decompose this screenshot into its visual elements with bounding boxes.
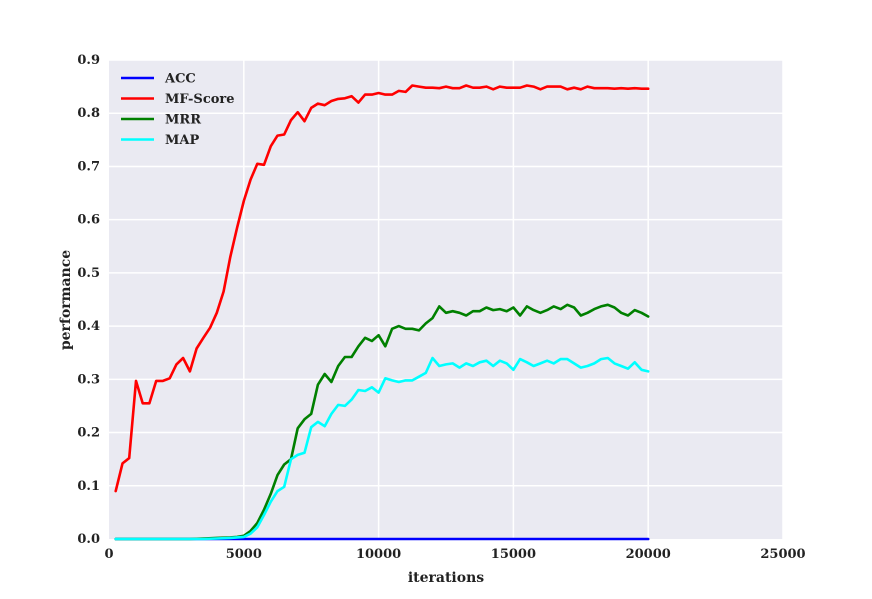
series-lines bbox=[114, 84, 650, 541]
y-tick-label: 0.4 bbox=[77, 319, 100, 334]
series-line-mrr bbox=[114, 303, 650, 541]
legend-label-map: MAP bbox=[165, 133, 199, 148]
legend-label-acc: ACC bbox=[164, 72, 196, 87]
x-tick-label: 5000 bbox=[226, 547, 262, 562]
y-axis-label: performance bbox=[58, 250, 74, 350]
plot-background bbox=[109, 60, 783, 539]
legend-label-mrr: MRR bbox=[165, 113, 201, 128]
series-line-map bbox=[114, 356, 650, 541]
x-tick-label: 0 bbox=[104, 547, 113, 562]
legend: ACC MF-Score MRR MAP bbox=[121, 72, 235, 148]
y-tick-label: 0.6 bbox=[77, 213, 100, 228]
x-tick-label: 15000 bbox=[491, 547, 536, 562]
x-tick-label: 20000 bbox=[626, 547, 671, 562]
y-tick-label: 0.3 bbox=[77, 372, 100, 387]
y-tick-label: 0.8 bbox=[77, 106, 100, 121]
y-tick-label: 0.1 bbox=[77, 479, 100, 494]
series-line-mf-score bbox=[114, 84, 650, 493]
x-tick-label: 25000 bbox=[760, 547, 805, 562]
y-tick-label: 0.9 bbox=[77, 53, 100, 68]
x-tick-label: 10000 bbox=[356, 547, 401, 562]
y-tick-labels: 0.0 0.1 0.2 0.3 0.4 0.5 0.6 0.7 0.8 0.9 bbox=[77, 53, 100, 547]
y-tick-label: 0.5 bbox=[77, 266, 100, 281]
x-tick-labels: 0 5000 10000 15000 20000 25000 bbox=[104, 547, 805, 562]
y-tick-label: 0.2 bbox=[77, 426, 100, 441]
legend-label-mf-score: MF-Score bbox=[165, 92, 235, 107]
y-tick-label: 0.0 bbox=[77, 532, 100, 547]
y-tick-label: 0.7 bbox=[77, 159, 100, 174]
x-axis-label: iterations bbox=[408, 570, 484, 586]
grid-lines bbox=[109, 59, 784, 539]
